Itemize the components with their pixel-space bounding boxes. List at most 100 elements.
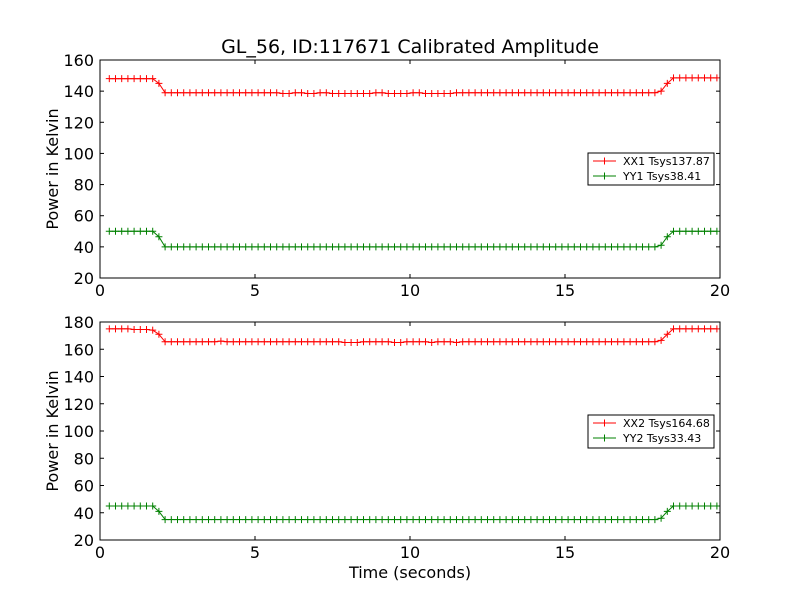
data-point [639, 89, 646, 97]
data-point [205, 338, 212, 346]
data-point [236, 516, 243, 524]
data-point [533, 338, 541, 346]
data-point [651, 243, 659, 251]
data-point [446, 516, 454, 524]
data-point [322, 243, 330, 251]
data-point [316, 338, 324, 346]
data-point [248, 89, 256, 97]
data-point [465, 516, 473, 524]
legend: XX1 Tsys137.87 YY1 Tsys38.41 [587, 152, 715, 186]
data-point [496, 338, 504, 346]
x-tick-label: 0 [95, 543, 105, 562]
data-point [521, 516, 529, 524]
data-point [428, 516, 436, 524]
data-point [267, 243, 274, 251]
x-axis-label: Time (seconds) [348, 563, 471, 582]
data-point [440, 338, 448, 346]
data-point [471, 243, 479, 251]
data-point [484, 516, 491, 524]
data-point [626, 89, 634, 97]
data-point [682, 227, 690, 235]
data-point [205, 89, 212, 97]
data-point [248, 338, 256, 346]
data-point [601, 243, 609, 251]
data-point [279, 243, 287, 251]
data-point [242, 516, 250, 524]
data-point [397, 516, 405, 524]
data-point [477, 243, 485, 251]
data-point [316, 516, 324, 524]
data-point [236, 338, 243, 346]
data-point [496, 243, 504, 251]
data-point [304, 89, 312, 97]
data-point [322, 89, 330, 97]
data-point [384, 338, 392, 346]
data-point [707, 502, 715, 510]
data-point [403, 516, 411, 524]
data-point [161, 338, 169, 346]
data-point [347, 516, 355, 524]
data-point [694, 227, 702, 235]
data-point [676, 502, 684, 510]
data-point [434, 243, 442, 251]
data-point [471, 89, 479, 97]
data-point [626, 338, 634, 346]
data-point [546, 243, 553, 251]
data-point [186, 243, 194, 251]
data-point [490, 243, 498, 251]
data-point [143, 227, 150, 235]
data-point [118, 75, 126, 83]
data-point [378, 516, 386, 524]
data-point [236, 89, 243, 97]
legend-label: YY2 Tsys33.43 [622, 432, 701, 445]
data-point [397, 338, 405, 346]
data-point [701, 502, 708, 510]
data-point [217, 89, 225, 97]
x-tick-label: 0 [95, 281, 105, 300]
data-point [372, 516, 380, 524]
data-point [254, 243, 262, 251]
legend-label: XX2 Tsys164.68 [623, 417, 710, 430]
data-point [229, 243, 237, 251]
data-point [515, 243, 522, 251]
data-point [298, 243, 305, 251]
data-point [645, 89, 653, 97]
data-point [688, 502, 696, 510]
data-point [415, 338, 423, 346]
data-point [446, 338, 454, 346]
data-point [620, 243, 628, 251]
data-point [304, 243, 312, 251]
data-point [601, 89, 609, 97]
data-point [608, 516, 615, 524]
data-point [422, 243, 429, 251]
data-point [595, 338, 603, 346]
data-point [353, 516, 361, 524]
data-point [335, 516, 343, 524]
x-tick-label: 15 [555, 281, 575, 300]
data-point [409, 338, 417, 346]
y-axis-label: Power in Kelvin [43, 108, 62, 229]
data-point [291, 338, 299, 346]
data-point [713, 325, 720, 333]
data-point [353, 89, 361, 97]
data-point [403, 338, 411, 346]
data-point [329, 338, 336, 346]
data-point [589, 338, 597, 346]
data-point [546, 516, 553, 524]
data-point [453, 89, 460, 97]
data-point [335, 89, 343, 97]
data-point [440, 243, 448, 251]
data-point [186, 516, 194, 524]
x-tick-label: 5 [250, 281, 260, 300]
data-point [130, 325, 138, 333]
data-point [267, 338, 274, 346]
data-point [564, 338, 572, 346]
data-point [105, 325, 113, 333]
data-point [651, 338, 659, 346]
legend-marker [601, 157, 608, 165]
data-point [291, 516, 299, 524]
data-point [118, 227, 126, 235]
data-point [682, 502, 690, 510]
data-point [694, 502, 702, 510]
data-point [477, 338, 485, 346]
